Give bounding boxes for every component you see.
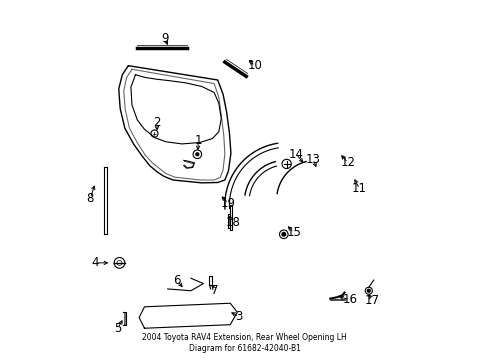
Text: 17: 17 (364, 294, 379, 307)
Circle shape (366, 289, 369, 292)
Text: 4: 4 (91, 256, 99, 269)
Circle shape (196, 153, 198, 156)
Text: 9: 9 (161, 32, 168, 45)
Text: 10: 10 (247, 59, 262, 72)
Text: 15: 15 (286, 226, 301, 239)
Text: 6: 6 (173, 274, 181, 287)
Text: 8: 8 (86, 192, 94, 205)
Text: 16: 16 (342, 293, 357, 306)
Text: 11: 11 (351, 183, 366, 195)
Text: 18: 18 (225, 216, 240, 229)
Text: 2: 2 (153, 116, 161, 129)
Text: 1: 1 (194, 134, 202, 147)
Text: 3: 3 (235, 310, 243, 323)
Text: 12: 12 (340, 156, 355, 169)
Text: 14: 14 (288, 148, 303, 161)
Text: 5: 5 (114, 322, 121, 335)
Text: 2004 Toyota RAV4 Extension, Rear Wheel Opening LH
Diagram for 61682-42040-B1: 2004 Toyota RAV4 Extension, Rear Wheel O… (142, 333, 346, 353)
Circle shape (282, 233, 285, 236)
Text: 13: 13 (305, 153, 320, 166)
Text: 19: 19 (221, 197, 235, 210)
Text: 7: 7 (211, 284, 219, 297)
